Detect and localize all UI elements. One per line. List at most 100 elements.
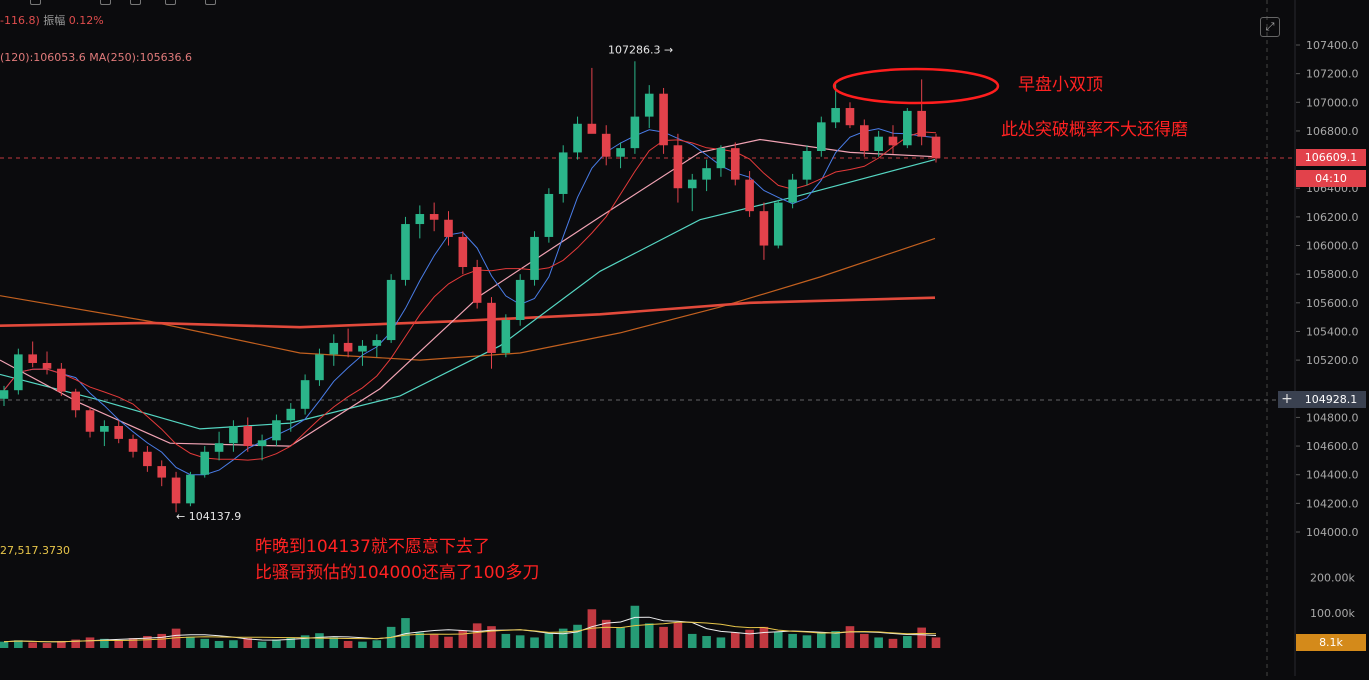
toolbar-icon-1[interactable]: [30, 0, 41, 5]
candle-body: [57, 368, 66, 392]
volume-legend: 27,517.3730: [0, 544, 70, 557]
price-axis-label: 105400.0: [1306, 325, 1359, 338]
volume-bar: [214, 640, 224, 648]
volume-bar: [458, 630, 468, 648]
candle-body: [386, 279, 396, 341]
candle-body: [903, 110, 912, 146]
candle-body: [831, 108, 840, 123]
candle-body: [802, 150, 812, 180]
volume-bar: [759, 626, 769, 648]
volume-bar: [57, 640, 66, 648]
candle-body: [759, 211, 769, 246]
current-price-tag: 106609.1: [1296, 149, 1366, 166]
price-axis-label: 104800.0: [1306, 411, 1359, 424]
candle-body: [888, 136, 898, 146]
candle-body: [616, 148, 625, 157]
candle-body: [157, 466, 167, 478]
candle-body: [601, 133, 611, 157]
candle-body: [200, 451, 210, 475]
volume-bar: [558, 628, 568, 648]
candle-body: [372, 340, 382, 346]
volume-bar: [329, 637, 339, 648]
candle-body: [515, 279, 525, 321]
fullscreen-icon[interactable]: ⤢: [1260, 17, 1280, 37]
volume-bar: [888, 638, 898, 648]
volume-bar: [816, 633, 826, 648]
candle-body: [860, 125, 869, 151]
price-axis-label: 105600.0: [1306, 297, 1359, 310]
price-axis-label: 105200.0: [1306, 354, 1359, 367]
volume-bar: [831, 631, 840, 648]
volume-bar: [157, 633, 167, 648]
crosshair-price-tag: 104928.1: [1296, 391, 1366, 408]
volume-ma-white: [3, 616, 937, 643]
candle-body: [458, 236, 468, 268]
candle-body: [745, 179, 754, 212]
candle-body: [272, 420, 281, 441]
candle-body: [573, 123, 582, 153]
crosshair-add-icon[interactable]: +: [1278, 391, 1296, 408]
volume-bar: [931, 637, 941, 648]
volume-bar: [415, 632, 425, 648]
volume-bar: [860, 633, 869, 648]
volume-bar: [673, 622, 683, 648]
volume-bar: [630, 605, 640, 648]
volume-bar: [845, 626, 855, 648]
volume-bar: [28, 642, 37, 648]
candle-body: [257, 440, 267, 447]
volume-bar: [515, 635, 525, 648]
candle-body: [300, 380, 310, 409]
volume-bar: [100, 638, 109, 648]
volume-bar: [429, 634, 439, 648]
volume-bar: [85, 637, 95, 648]
toolbar-icon-2[interactable]: [100, 0, 111, 5]
volume-bar: [401, 618, 410, 648]
volume-bar: [272, 639, 281, 648]
candle-body: [816, 122, 826, 151]
volume-bar: [14, 640, 23, 648]
volume-axis-label: 100.00k: [1310, 607, 1355, 620]
volume-bar: [530, 637, 539, 648]
candle-body: [874, 136, 883, 151]
candle-body: [358, 345, 367, 352]
countdown-tag: 04:10: [1296, 170, 1366, 187]
candle-body: [444, 219, 453, 237]
volume-bar: [229, 640, 238, 648]
candle-body: [587, 123, 597, 134]
ma-legend: (120):106053.6 MA(250):105636.6: [0, 51, 193, 64]
high-price-marker: 107286.3 →: [608, 43, 673, 56]
candle-body: [85, 410, 95, 432]
double-top-circle: [832, 67, 1000, 105]
candle-body: [186, 474, 195, 504]
candle-body: [343, 342, 353, 352]
candle-body: [329, 342, 339, 355]
volume-bar: [243, 638, 253, 648]
price-axis-label: 107400.0: [1306, 39, 1359, 52]
candle-body: [788, 179, 797, 203]
price-axis-label: 104200.0: [1306, 497, 1359, 510]
toolbar-icon-4[interactable]: [165, 0, 176, 5]
toolbar-icon-5[interactable]: [205, 0, 216, 5]
candle-body: [558, 152, 568, 194]
volume-bar: [300, 635, 310, 648]
candle-body: [243, 426, 253, 447]
volume-bar: [0, 641, 9, 648]
volume-bar: [802, 635, 812, 648]
volume-bar: [472, 623, 482, 648]
volume-bar: [128, 638, 138, 648]
candle-body: [544, 193, 554, 237]
candle-body: [501, 320, 511, 353]
candle-body: [286, 408, 296, 421]
price-axis-label: 107000.0: [1306, 96, 1359, 109]
ma-5-line: [3, 128, 937, 476]
ticker-info: -116.8) 振幅 0.12%: [0, 12, 104, 28]
toolbar-icon-3[interactable]: [130, 0, 141, 5]
volume-ma-yellow: [3, 621, 937, 643]
volume-bar: [487, 626, 496, 648]
volume-bar: [788, 633, 797, 648]
volume-bar: [903, 636, 912, 648]
amplitude-value: 0.12%: [68, 14, 104, 27]
volume-bar: [917, 627, 926, 648]
